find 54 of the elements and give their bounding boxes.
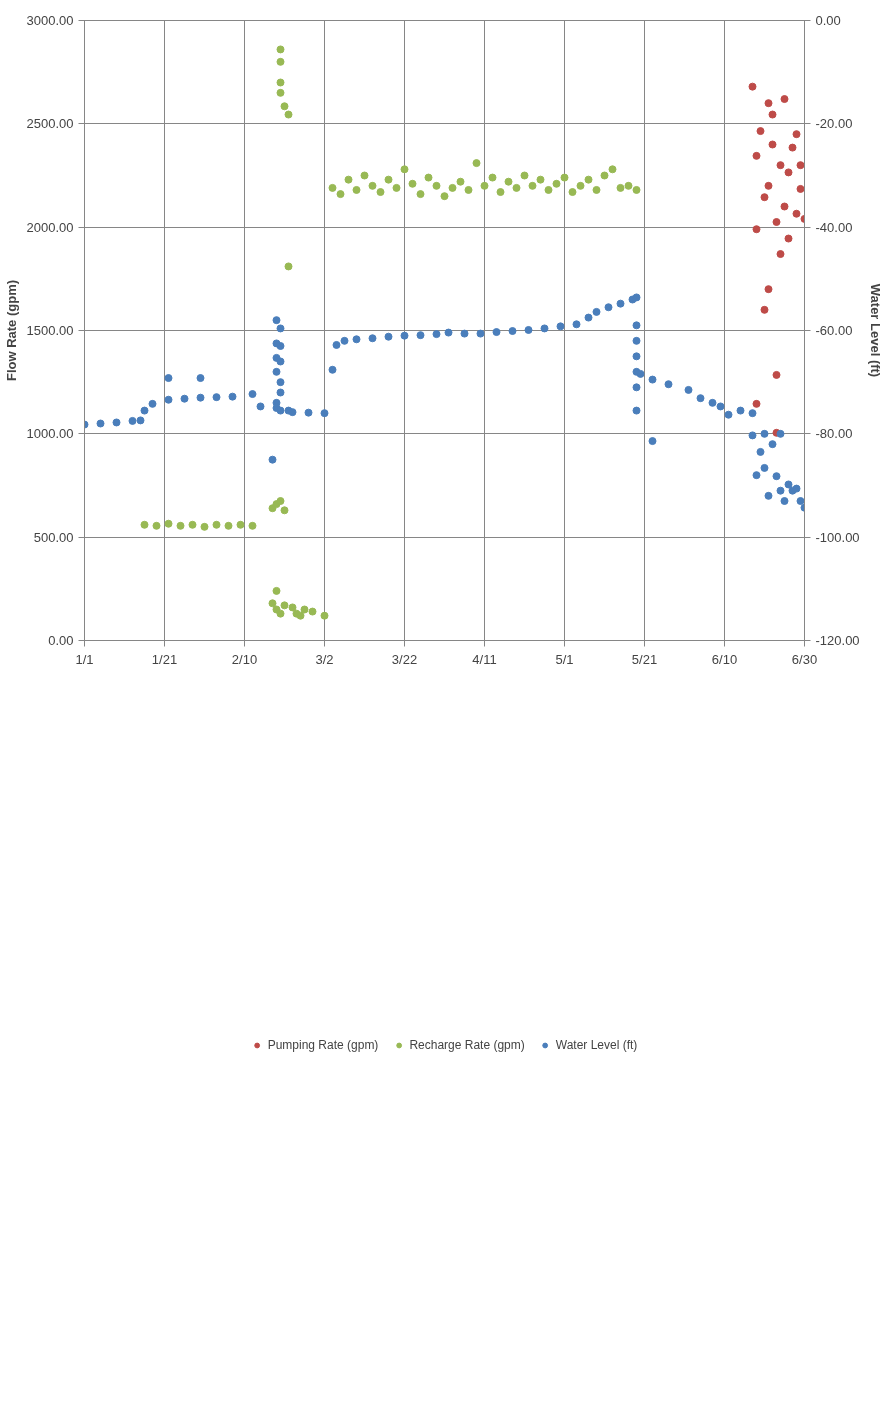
x-tick-label: 4/11	[472, 651, 497, 667]
point	[792, 130, 801, 139]
x-tick-label: 6/10	[711, 651, 738, 667]
point	[764, 99, 773, 108]
y-tick-label: 500.00	[33, 529, 74, 545]
point	[796, 184, 805, 193]
point	[748, 82, 757, 91]
point	[780, 202, 789, 211]
legend-label: Water Level (ft)	[555, 1038, 638, 1052]
x-tick-label: 5/1	[555, 651, 574, 667]
legend-label: Recharge Rate (gpm)	[409, 1038, 525, 1052]
point	[764, 181, 773, 190]
y-tick-label: 1000.00	[26, 426, 74, 442]
x-tick-label: 6/30	[791, 651, 818, 667]
point	[792, 209, 801, 218]
y2-tick-label: -120.00	[815, 633, 860, 648]
y-tick-label: 2500.00	[26, 116, 74, 132]
x-tick-label: 5/21	[631, 651, 658, 667]
point	[796, 161, 805, 170]
y-tick-label: 2000.00	[26, 219, 74, 235]
point	[760, 305, 769, 314]
y2-tick-label: -80.00	[815, 426, 853, 442]
y2-axis-title: Water Level (ft)	[867, 283, 883, 378]
y2-tick-label: -20.00	[815, 116, 853, 132]
point	[776, 161, 785, 170]
y2-tick-label: -40.00	[815, 219, 853, 235]
x-tick-label: 3/22	[391, 651, 418, 667]
x-tick-label: 2/10	[231, 651, 258, 667]
y-tick-label: 3000.00	[26, 13, 74, 28]
y-tick-label: 1500.00	[26, 323, 74, 338]
point	[776, 250, 785, 259]
point	[768, 140, 777, 149]
point	[788, 143, 797, 152]
point	[784, 168, 793, 177]
point	[784, 234, 793, 243]
legend-label: Pumping Rate (gpm)	[267, 1038, 379, 1052]
point	[760, 193, 769, 202]
x-tick-label: 3/2	[315, 651, 334, 667]
point	[764, 285, 773, 294]
point	[768, 110, 777, 119]
point	[772, 218, 781, 226]
x-tick-label: 1/1	[75, 651, 94, 667]
point	[752, 151, 761, 160]
y-tick-label: 0.00	[48, 633, 74, 648]
x-tick-label: 1/21	[151, 651, 178, 667]
y-axis-title: Flow Rate (gpm)	[3, 279, 19, 382]
y2-tick-label: -100.00	[815, 529, 860, 545]
point	[752, 399, 761, 408]
point	[780, 95, 789, 104]
y2-tick-label: 0.00	[815, 13, 841, 28]
point	[752, 225, 761, 234]
point	[756, 127, 765, 136]
y2-tick-label: -60.00	[815, 323, 853, 338]
point	[772, 370, 781, 379]
